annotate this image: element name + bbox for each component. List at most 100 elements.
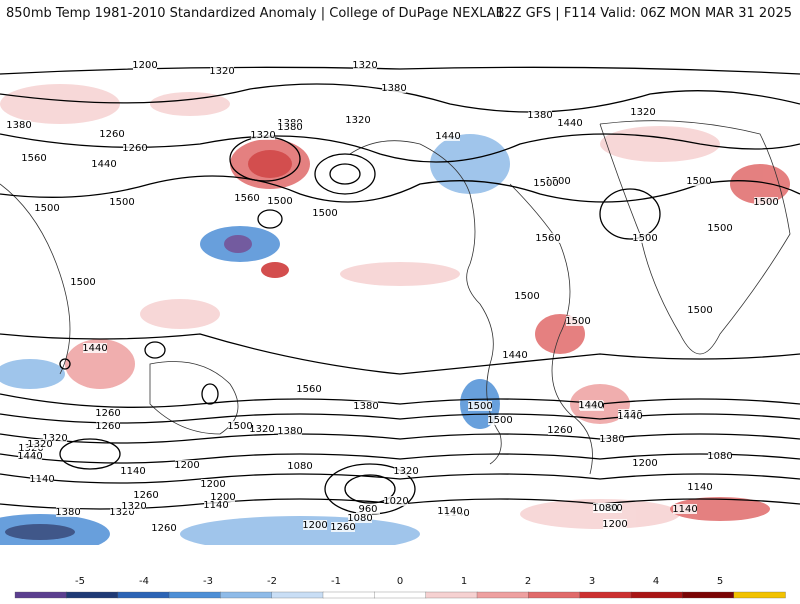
contour-label-bg — [382, 83, 406, 93]
contour-label: 1440 — [578, 400, 603, 411]
contour-label: 1260 — [330, 522, 355, 533]
contour-label: 1140 — [687, 482, 712, 493]
contour-label-bg — [600, 434, 624, 444]
contour-label-bg — [303, 520, 327, 530]
contour-label: 1380 — [55, 507, 80, 518]
contour-label-bg — [297, 384, 321, 394]
contour-label-bg — [235, 193, 259, 203]
contour-label: 1080 — [287, 461, 312, 472]
contour-label-bg — [673, 504, 697, 514]
contour-label-bg — [204, 500, 228, 510]
contour-label-bg — [356, 504, 380, 514]
contour-label: 1440 — [91, 159, 116, 170]
contour-label: 1140 — [437, 506, 462, 517]
contour-label-bg — [122, 501, 146, 511]
contour-label: 1320 — [345, 115, 370, 126]
colorbar-swatch — [66, 591, 119, 599]
contour-label: 1500 — [707, 223, 732, 234]
colorbar-swatch — [476, 591, 529, 599]
colorbar-swatch — [682, 591, 735, 599]
contour-label: 1260 — [122, 143, 147, 154]
contour-label: 1380 — [277, 122, 302, 133]
contour-label-bg — [110, 197, 134, 207]
colorbar-svg: -5 -4 -3 -2 -1 0 1 2 3 4 5 — [14, 576, 786, 599]
contour-label-bg — [134, 490, 158, 500]
contour-label: 1200 — [632, 458, 657, 469]
colorbar: -5 -4 -3 -2 -1 0 1 2 3 4 5 — [0, 570, 800, 600]
contour-label: 1500 — [312, 208, 337, 219]
contour-label: 1320 — [121, 501, 146, 512]
contour-label: 1260 — [547, 425, 572, 436]
colorbar-swatch — [220, 591, 273, 599]
contour-label: 1320 — [630, 107, 655, 118]
contour-label: 1500 — [487, 415, 512, 426]
contour-label: 1020 — [383, 496, 408, 507]
colorbar-tick-label: -2 — [267, 576, 277, 587]
contour-label-bg — [548, 425, 572, 435]
colorbar-swatches — [14, 591, 786, 599]
contour-label-bg — [210, 66, 234, 76]
contour-label: 1440 — [82, 343, 107, 354]
contour-label: 1560 — [234, 193, 259, 204]
contour-label-bg — [754, 197, 778, 207]
colorbar-tick-label: 1 — [461, 576, 467, 587]
contour-label: 1200 — [174, 460, 199, 471]
model-valid-time: 12Z GFS | F114 Valid: 06Z MON MAR 31 202… — [496, 6, 792, 21]
contour-label: 1500 — [632, 233, 657, 244]
contour-label-bg — [175, 460, 199, 470]
contour-label-bg — [331, 522, 355, 532]
contour-label-bg — [250, 424, 274, 434]
colorbar-swatch — [425, 591, 478, 599]
contour-label-bg — [631, 107, 655, 117]
contour-label: 1500 — [565, 316, 590, 327]
anomaly-map: 1320132013201380138013801260132012601380… — [0, 34, 800, 545]
contour-label-bg — [110, 507, 134, 517]
contour-label: 1500 — [687, 305, 712, 316]
contour-label-bg — [536, 233, 560, 243]
contour-label-bg — [288, 461, 312, 471]
contour-label-bg — [688, 305, 712, 315]
contour-label-bg — [123, 143, 147, 153]
contour-label: 1440 — [435, 131, 460, 142]
contour-label: 1500 — [267, 196, 292, 207]
colorbar-tick-label: -3 — [203, 576, 213, 587]
contour-label-bg — [133, 60, 157, 70]
contour-label-bg — [708, 451, 732, 461]
colorbar-swatch — [630, 591, 683, 599]
contour-label: 1440 — [17, 451, 42, 462]
contour-label: 1320 — [42, 433, 67, 444]
contour-label: 1140 — [672, 504, 697, 515]
contour-label: 1500 — [34, 203, 59, 214]
contour-label-bg — [618, 411, 642, 421]
contour-label-bg — [251, 130, 275, 140]
contour-label: 1440 — [502, 350, 527, 361]
contour-label: 1260 — [151, 523, 176, 534]
header: 850mb Temp 1981-2010 Standardized Anomal… — [0, 0, 800, 34]
contour-label: 1380 — [6, 120, 31, 131]
contour-label-bg — [22, 153, 46, 163]
contour-label-bg — [346, 115, 370, 125]
contour-label: 1260 — [99, 129, 124, 140]
contour-label: 1320 — [393, 466, 418, 477]
contour-label: 1200 — [200, 479, 225, 490]
product-title: 850mb Temp 1981-2010 Standardized Anomal… — [6, 6, 505, 21]
contour-label-bg — [436, 131, 460, 141]
contour-label: 1380 — [381, 83, 406, 94]
contour-label-bg — [278, 122, 302, 132]
contour-label-bg — [708, 223, 732, 233]
contour-label: 1440 — [617, 411, 642, 422]
contour-label-bg — [534, 178, 558, 188]
contour-label-bg — [56, 507, 80, 517]
colorbar-swatch — [271, 591, 324, 599]
map-canvas: 1320132013201380138013801260132012601380… — [0, 34, 800, 545]
contour-label: 1320 — [109, 507, 134, 518]
contour-label-bg — [566, 316, 590, 326]
contour-label-bg — [28, 439, 52, 449]
contour-label-bg — [384, 496, 408, 506]
contour-label-bg — [228, 421, 252, 431]
contour-label-bg — [354, 401, 378, 411]
contour-label-bg — [30, 474, 54, 484]
contour-label-bg — [43, 433, 67, 443]
contour-label-bg — [515, 291, 539, 301]
contour-label-layer: 1320132013201380138013801260132012601380… — [6, 60, 779, 534]
